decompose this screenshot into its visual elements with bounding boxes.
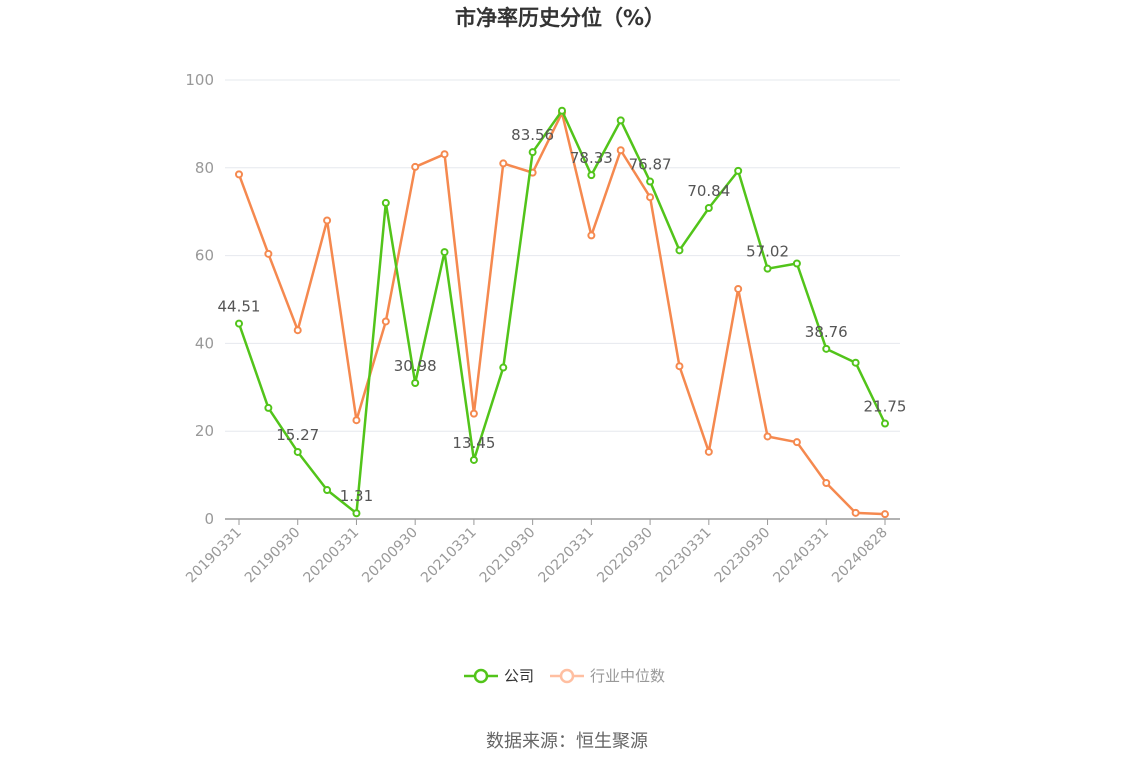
y-tick-label: 40 xyxy=(195,334,214,352)
data-point-company[interactable] xyxy=(264,403,273,412)
data-point-industry[interactable] xyxy=(469,409,478,418)
y-tick-label: 100 xyxy=(185,71,214,89)
legend-company-label: 公司 xyxy=(504,667,534,685)
data-point-industry[interactable] xyxy=(411,162,420,171)
data-point-industry[interactable] xyxy=(792,438,801,447)
legend[interactable]: 公司 行业中位数 xyxy=(464,667,665,685)
data-point-company[interactable] xyxy=(881,419,889,428)
data-point-company[interactable] xyxy=(323,486,332,495)
x-tick-label: 20220930 xyxy=(594,525,656,587)
legend-industry-icon xyxy=(559,668,575,684)
data-point-company[interactable] xyxy=(616,116,625,125)
x-tick-label: 20240331 xyxy=(770,525,832,587)
data-point-company[interactable] xyxy=(469,455,478,464)
data-point-company[interactable] xyxy=(822,344,831,353)
series-line-company xyxy=(237,109,887,515)
data-point-company[interactable] xyxy=(235,319,243,328)
data-point-industry[interactable] xyxy=(235,170,243,179)
data-label: 21.75 xyxy=(864,398,907,416)
data-point-industry[interactable] xyxy=(499,159,508,168)
data-point-company[interactable] xyxy=(734,166,743,175)
data-point-company[interactable] xyxy=(704,204,713,213)
data-point-company[interactable] xyxy=(675,246,684,255)
legend-item-industry[interactable]: 行业中位数 xyxy=(550,667,665,685)
data-label: 30.98 xyxy=(394,357,437,375)
data-point-industry[interactable] xyxy=(616,146,625,155)
data-point-company[interactable] xyxy=(499,363,508,372)
x-tick-label: 20190331 xyxy=(183,525,245,587)
data-label: 76.87 xyxy=(629,156,672,174)
data-label: 44.51 xyxy=(218,298,261,316)
legend-item-company[interactable]: 公司 xyxy=(464,667,534,685)
x-tick-label: 20190930 xyxy=(242,525,304,587)
data-label: 83.56 xyxy=(511,126,554,144)
data-label: 38.76 xyxy=(805,323,848,341)
data-label: 13.45 xyxy=(452,434,495,452)
x-tick-label: 20210331 xyxy=(418,525,480,587)
series-layer xyxy=(235,106,889,519)
data-point-industry[interactable] xyxy=(293,326,302,335)
data-labels: 44.51 15.27 1.31 30.98 13.45 83.56 78.33 76.87 7… xyxy=(218,126,907,505)
data-point-industry[interactable] xyxy=(381,317,390,326)
y-axis: 0 20 40 60 80 100 xyxy=(185,71,214,528)
x-tick-label: 20200331 xyxy=(301,525,363,587)
data-point-company[interactable] xyxy=(440,248,449,257)
data-label: 57.02 xyxy=(746,243,789,261)
grid-lines xyxy=(225,79,900,432)
y-tick-label: 0 xyxy=(204,510,214,528)
x-tick-label: 20240828 xyxy=(829,525,891,587)
x-axis: 2019033120190930202003312020093020210331… xyxy=(183,518,900,587)
data-label: 15.27 xyxy=(276,426,319,444)
data-point-company[interactable] xyxy=(411,378,420,387)
chart-title: 市净率历史分位（%） xyxy=(455,6,665,30)
data-point-industry[interactable] xyxy=(264,249,273,258)
y-tick-label: 80 xyxy=(195,159,214,177)
data-point-industry[interactable] xyxy=(352,416,361,425)
series-line-industry xyxy=(237,111,886,516)
data-label: 78.33 xyxy=(570,149,613,167)
data-point-company[interactable] xyxy=(293,447,302,456)
legend-company-icon xyxy=(473,668,489,684)
data-point-company[interactable] xyxy=(646,177,655,186)
data-point-company[interactable] xyxy=(851,358,860,367)
data-point-company[interactable] xyxy=(763,264,772,273)
y-tick-label: 20 xyxy=(195,422,214,440)
data-point-company[interactable] xyxy=(528,148,537,157)
data-point-industry[interactable] xyxy=(323,216,332,225)
data-point-industry[interactable] xyxy=(851,508,860,517)
legend-industry-label: 行业中位数 xyxy=(590,667,665,685)
data-point-company[interactable] xyxy=(381,198,390,207)
data-point-industry[interactable] xyxy=(704,447,713,456)
data-label: 70.84 xyxy=(687,182,730,200)
x-tick-label: 20230331 xyxy=(653,525,715,587)
data-point-industry[interactable] xyxy=(734,284,743,293)
data-point-industry[interactable] xyxy=(675,362,684,371)
data-point-industry[interactable] xyxy=(646,193,655,202)
data-label: 1.31 xyxy=(340,487,373,505)
data-point-industry[interactable] xyxy=(440,150,449,159)
x-tick-label: 20210930 xyxy=(477,525,539,587)
y-tick-label: 60 xyxy=(195,247,214,265)
data-point-company[interactable] xyxy=(558,106,566,115)
data-point-industry[interactable] xyxy=(822,479,831,488)
data-point-company[interactable] xyxy=(352,509,361,518)
data-source: 数据来源：恒生聚源 xyxy=(486,731,648,752)
data-point-company[interactable] xyxy=(792,259,801,268)
x-tick-label: 20200930 xyxy=(359,525,421,587)
data-point-industry[interactable] xyxy=(763,432,772,441)
x-tick-label: 20220331 xyxy=(535,525,597,587)
data-point-industry[interactable] xyxy=(587,231,596,240)
x-tick-label: 20230930 xyxy=(712,525,774,587)
data-point-industry[interactable] xyxy=(881,510,889,519)
data-point-company[interactable] xyxy=(587,171,596,180)
